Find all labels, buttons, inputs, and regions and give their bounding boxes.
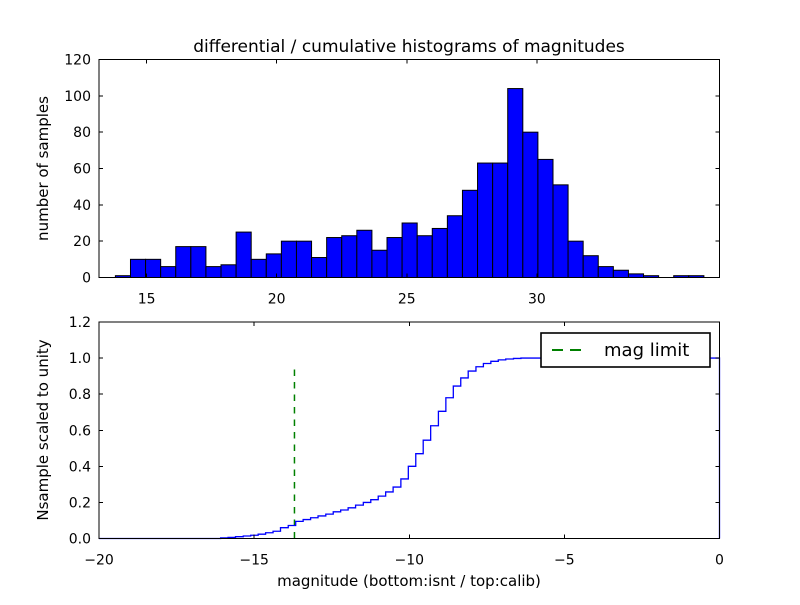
- histogram-bar: [461, 189, 479, 278]
- histogram-bar: [371, 249, 388, 278]
- y-tick-label: 0.8: [69, 387, 91, 403]
- histogram-bar: [431, 227, 448, 278]
- y-tick-label: 100: [64, 89, 91, 105]
- histogram-bar: [552, 184, 569, 279]
- bottom-y-axis-label: Nsample scaled to unity: [34, 339, 52, 520]
- histogram-bars: [114, 88, 705, 279]
- histogram-bar: [522, 131, 539, 278]
- y-tick-label: 120: [64, 53, 91, 69]
- top-histogram-plot: 15 20 25 30 0 20 40 60 80 100 120: [64, 53, 720, 308]
- histogram-bar: [295, 240, 313, 279]
- histogram-bar: [612, 269, 629, 279]
- histogram-bar: [250, 258, 267, 279]
- histogram-bar: [446, 215, 463, 279]
- x-tick-label: −5: [554, 553, 575, 569]
- histogram-bar: [145, 258, 162, 279]
- y-tick-label: 80: [73, 125, 91, 141]
- histogram-bar: [175, 246, 192, 279]
- histogram-bar: [582, 255, 599, 278]
- histogram-bar: [597, 266, 614, 279]
- histogram-bar: [507, 88, 524, 278]
- y-tick-label: 0.6: [69, 423, 91, 439]
- histogram-bar: [326, 237, 343, 279]
- y-tick-label: 40: [73, 198, 91, 214]
- x-tick-label: 30: [528, 292, 546, 308]
- y-tick-label: 1.0: [69, 351, 91, 367]
- x-tick-label: −20: [84, 553, 114, 569]
- x-tick-label: 0: [715, 553, 724, 569]
- histogram-bar: [160, 266, 177, 279]
- histogram-bar: [401, 222, 418, 278]
- legend-label: mag limit: [604, 340, 689, 361]
- y-tick-label: 0: [82, 271, 91, 287]
- x-tick-label: 15: [138, 292, 156, 308]
- y-tick-label: 1.2: [69, 315, 91, 331]
- histogram-bar: [205, 266, 222, 279]
- histogram-bar: [477, 162, 494, 278]
- y-tick-label: 0.0: [69, 532, 91, 548]
- histogram-bar: [235, 231, 252, 278]
- x-tick-label: 25: [398, 292, 416, 308]
- y-tick-label: 20: [73, 234, 91, 250]
- x-tick-label: −10: [394, 553, 424, 569]
- cumulative-curve: [99, 357, 721, 540]
- histogram-bar: [190, 246, 207, 279]
- legend-box: [540, 332, 711, 368]
- histogram-bar: [416, 235, 433, 278]
- histogram-bar: [129, 258, 147, 279]
- histogram-bar: [386, 237, 403, 279]
- x-axis-label: magnitude (bottom:isnt / top:calib): [277, 572, 541, 590]
- histogram-bar: [220, 264, 237, 278]
- x-tick-label: 20: [268, 292, 286, 308]
- chart-title: differential / cumulative histograms of …: [193, 37, 625, 57]
- histogram-bar: [280, 240, 297, 279]
- y-tick-label: 60: [73, 162, 91, 178]
- bottom-cumulative-plot: −20 −15 −10 −5 0 0.0 0.2 0.4 0.6 0.8 1.0 1.2: [69, 315, 724, 569]
- histogram-bar: [567, 240, 584, 279]
- histogram-bar: [341, 235, 358, 278]
- histogram-bar: [356, 229, 373, 278]
- histogram-bar: [627, 273, 645, 279]
- top-y-axis-label: number of samples: [34, 96, 52, 241]
- legend: mag limit: [540, 332, 711, 368]
- histogram-bar: [537, 158, 554, 279]
- y-tick-label: 0.2: [69, 495, 91, 511]
- y-tick-label: 0.4: [69, 459, 91, 475]
- histogram-bar: [492, 162, 509, 278]
- histogram-bar: [265, 253, 282, 278]
- x-tick-label: −15: [239, 553, 269, 569]
- histogram-bar: [311, 257, 328, 278]
